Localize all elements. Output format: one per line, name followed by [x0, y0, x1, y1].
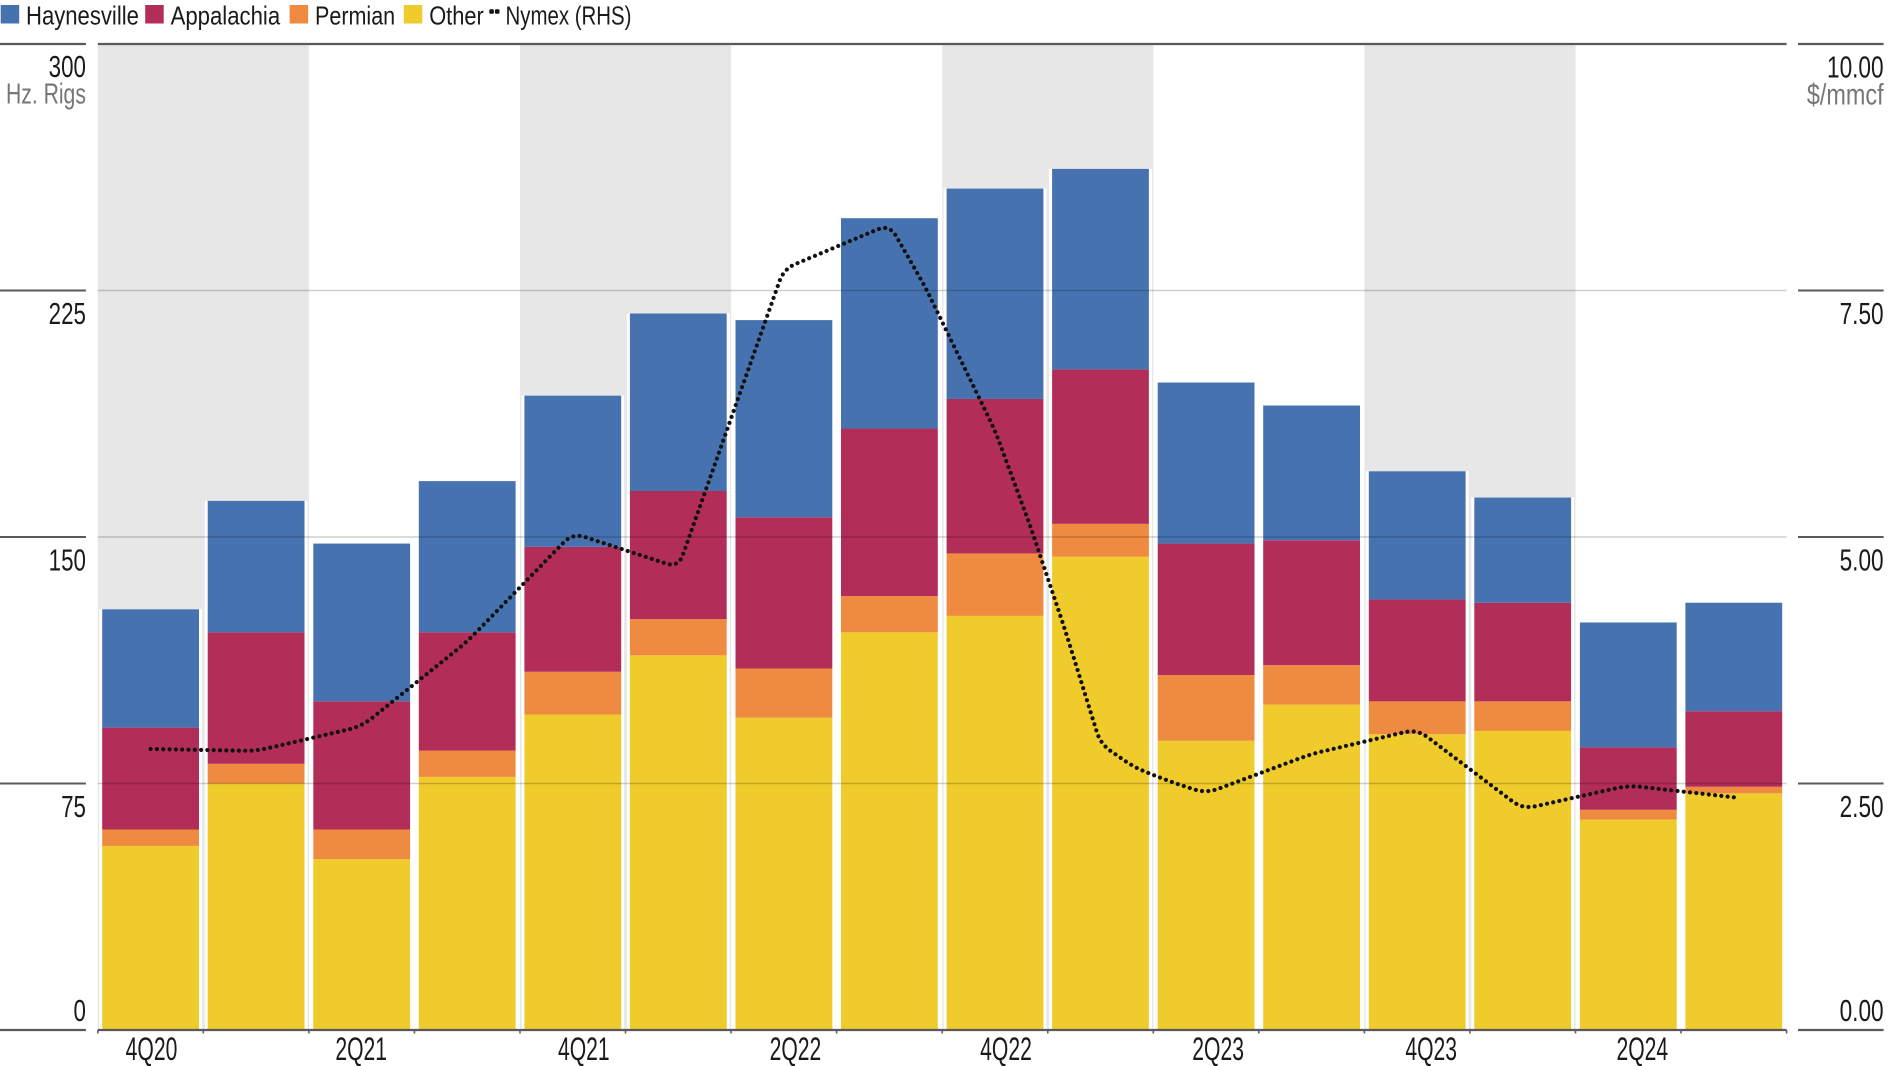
svg-text:2Q24: 2Q24: [1616, 1031, 1668, 1066]
svg-text:Haynesville: Haynesville: [26, 2, 139, 31]
svg-text:Other: Other: [429, 2, 484, 31]
svg-text:300: 300: [49, 49, 86, 83]
svg-text:150: 150: [49, 543, 86, 577]
svg-text:2Q23: 2Q23: [1192, 1031, 1244, 1066]
svg-text:Permian: Permian: [315, 2, 395, 31]
svg-text:Appalachia: Appalachia: [171, 2, 281, 31]
svg-text:75: 75: [61, 789, 86, 823]
svg-text:225: 225: [49, 296, 86, 330]
svg-text:2Q21: 2Q21: [335, 1031, 387, 1066]
svg-text:Nymex (RHS): Nymex (RHS): [506, 1, 632, 30]
svg-text:0: 0: [73, 993, 85, 1027]
svg-text:10.00: 10.00: [1827, 49, 1884, 84]
svg-text:5.00: 5.00: [1840, 542, 1884, 577]
svg-text:Hz. Rigs: Hz. Rigs: [6, 78, 86, 110]
svg-text:2Q22: 2Q22: [770, 1031, 822, 1066]
svg-text:7.50: 7.50: [1840, 295, 1884, 330]
svg-text:0.00: 0.00: [1840, 992, 1884, 1027]
svg-text:2.50: 2.50: [1840, 788, 1884, 823]
svg-text:4Q20: 4Q20: [126, 1031, 178, 1066]
svg-text:4Q21: 4Q21: [558, 1031, 610, 1066]
svg-text:$/mmcf: $/mmcf: [1807, 78, 1884, 111]
svg-text:4Q22: 4Q22: [980, 1031, 1032, 1066]
svg-text:4Q23: 4Q23: [1405, 1031, 1457, 1066]
